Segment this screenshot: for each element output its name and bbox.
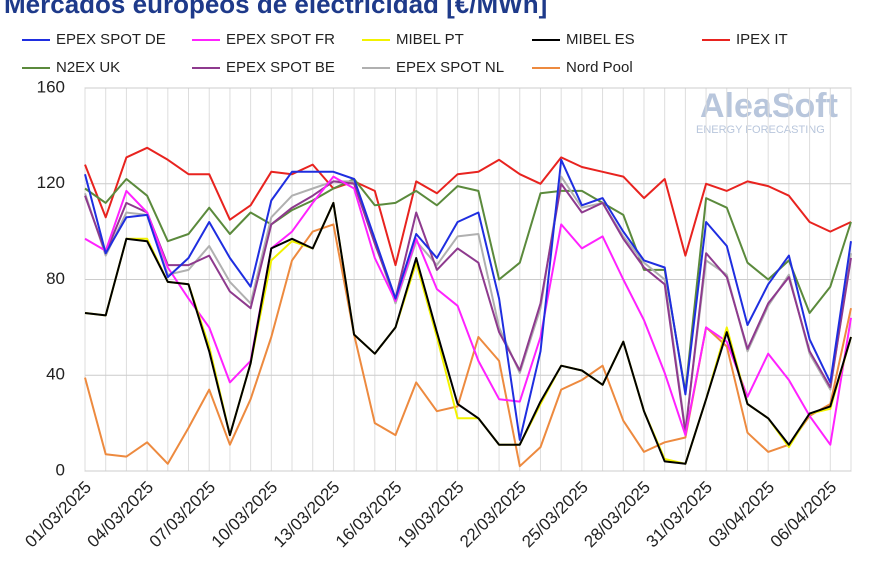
series-line bbox=[84, 180, 852, 434]
y-tick-label: 0 bbox=[56, 460, 65, 479]
legend-label: EPEX SPOT FR bbox=[226, 31, 335, 48]
logo-tagline: ENERGY FORECASTING bbox=[696, 124, 825, 136]
x-tick-label: 01/03/2025 bbox=[21, 478, 95, 552]
legend-label: Nord Pool bbox=[566, 59, 633, 76]
y-tick-label: 40 bbox=[46, 365, 65, 384]
y-tick-label: 80 bbox=[46, 269, 65, 288]
y-tick-label: 120 bbox=[37, 173, 65, 192]
series-line bbox=[84, 146, 852, 267]
legend-label: MIBEL PT bbox=[396, 31, 464, 48]
legend-label: MIBEL ES bbox=[566, 31, 635, 48]
x-tick-label: 19/03/2025 bbox=[394, 478, 468, 552]
legend-label: EPEX SPOT NL bbox=[396, 59, 504, 76]
x-tick-label: 16/03/2025 bbox=[332, 478, 406, 552]
x-tick-label: 28/03/2025 bbox=[580, 478, 654, 552]
logo-name: AleaSoft bbox=[700, 87, 838, 125]
series-line bbox=[84, 201, 852, 465]
legend-label: EPEX SPOT DE bbox=[56, 31, 166, 48]
legend-label: EPEX SPOT BE bbox=[226, 59, 335, 76]
series-line bbox=[84, 175, 852, 432]
x-tick-label: 03/04/2025 bbox=[705, 478, 779, 552]
y-tick-label: 160 bbox=[37, 77, 65, 96]
series-line bbox=[84, 178, 852, 393]
chart-title: Mercados europeos de electricidad [€/MWh… bbox=[4, 0, 547, 19]
x-tick-label: 10/03/2025 bbox=[208, 478, 282, 552]
x-tick-label: 04/03/2025 bbox=[84, 478, 158, 552]
x-tick-label: 06/04/2025 bbox=[767, 478, 841, 552]
x-tick-label: 13/03/2025 bbox=[270, 478, 344, 552]
x-tick-label: 25/03/2025 bbox=[518, 478, 592, 552]
legend-label: IPEX IT bbox=[736, 31, 788, 48]
x-tick-label: 31/03/2025 bbox=[642, 478, 716, 552]
x-tick-label: 07/03/2025 bbox=[146, 478, 220, 552]
x-tick-label: 22/03/2025 bbox=[456, 478, 530, 552]
legend-label: N2EX UK bbox=[56, 59, 120, 76]
series-line bbox=[84, 158, 852, 441]
